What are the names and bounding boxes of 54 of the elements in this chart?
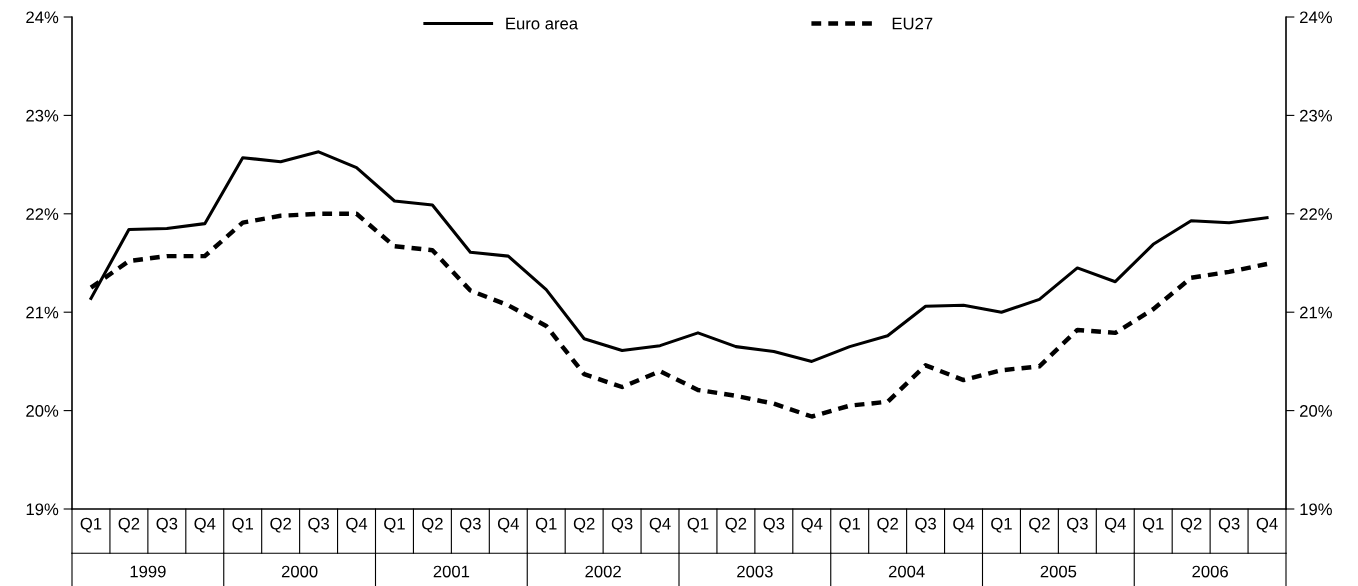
- x-tick-label: Q1: [839, 517, 861, 533]
- y2-tick-label: 24%: [1300, 11, 1332, 24]
- x-tick-label: Q2: [422, 517, 443, 533]
- x-tick-label: Q4: [194, 517, 216, 533]
- text: 1999: [130, 565, 166, 578]
- x-tick-label: Q4: [953, 517, 975, 533]
- x-tick-label: Q3: [1067, 517, 1088, 533]
- y2-tick-label: 22%: [1300, 208, 1332, 220]
- x-tick-label: Q1: [384, 517, 405, 533]
- x-tick-label: Q2: [118, 517, 140, 533]
- y2-tick-label: 21%: [1300, 306, 1332, 319]
- x-tick-label: Q4: [497, 517, 519, 533]
- y-tick-label: 22%: [26, 208, 59, 220]
- x-tick-label: Q4: [801, 517, 823, 533]
- x-tick-label: Q4: [649, 517, 671, 533]
- x-tick-label: Q2: [1029, 517, 1050, 533]
- text: 2000: [281, 565, 318, 578]
- y-tick-label: 20%: [26, 405, 59, 417]
- legend-label: EU27: [892, 17, 933, 30]
- x-tick-label: Q2: [877, 517, 898, 533]
- y2-tick-label: 20%: [1300, 405, 1332, 417]
- x-tick-label: Q3: [763, 517, 785, 533]
- x-tick-label: Q1: [687, 517, 709, 533]
- y2-tick-label: 19%: [1300, 503, 1332, 516]
- x-tick-label: Q4: [1104, 517, 1126, 533]
- text: 2001: [433, 565, 470, 578]
- y2-tick-label: 23%: [1300, 109, 1332, 122]
- x-tick-label: Q1: [232, 517, 254, 533]
- x-tick-label: Q1: [991, 517, 1012, 533]
- x-tick-label: Q1: [1142, 517, 1164, 533]
- text: 2004: [888, 565, 925, 578]
- legend-label: Euro area: [506, 17, 579, 30]
- x-tick-label: Q3: [156, 517, 178, 533]
- x-tick-label: Q3: [915, 517, 936, 533]
- x-tick-label: Q1: [80, 517, 102, 533]
- text: 2005: [1040, 565, 1077, 578]
- x-tick-label: Q4: [346, 517, 368, 533]
- text: 2006: [1192, 565, 1228, 578]
- y-tick-label: 23%: [26, 109, 59, 122]
- x-tick-label: Q3: [611, 517, 633, 533]
- text: 2003: [737, 565, 773, 578]
- y-tick-label: 19%: [26, 503, 59, 516]
- x-tick-label: Q2: [725, 517, 747, 533]
- text: 2002: [585, 565, 621, 578]
- x-tick-label: Q4: [1256, 517, 1278, 533]
- y-tick-label: 21%: [26, 306, 59, 319]
- x-tick-label: Q3: [460, 517, 481, 533]
- y-tick-label: 24%: [26, 11, 59, 24]
- x-tick-label: Q2: [1180, 517, 1202, 533]
- x-tick-label: Q3: [308, 517, 329, 533]
- x-tick-label: Q2: [573, 517, 595, 533]
- x-tick-label: Q3: [1218, 517, 1240, 533]
- x-tick-label: Q1: [535, 517, 557, 533]
- x-tick-label: Q2: [270, 517, 291, 533]
